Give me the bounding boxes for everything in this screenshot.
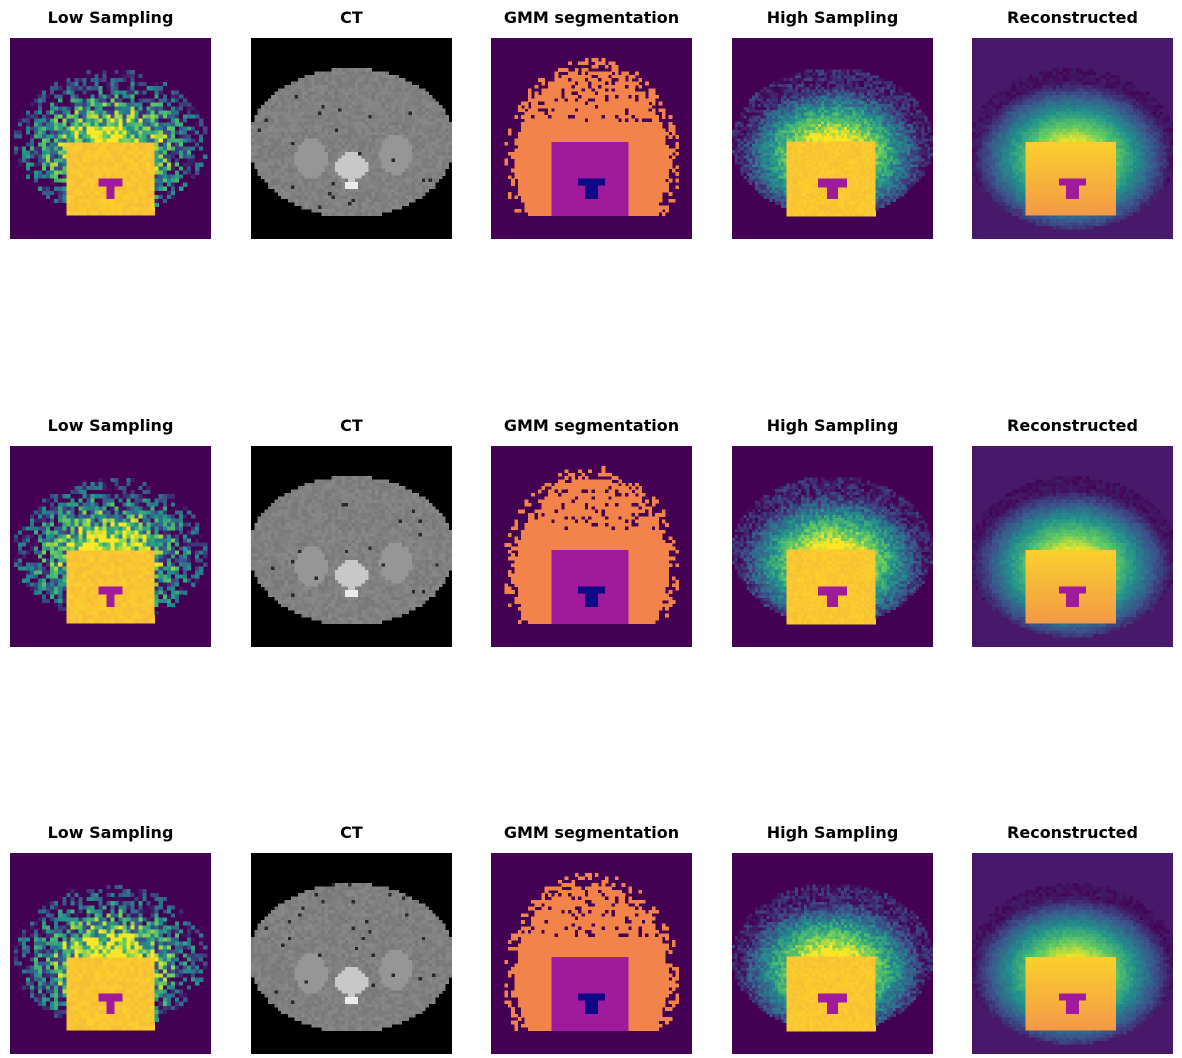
panel-title: GMM segmentation <box>471 6 712 30</box>
panel-title: GMM segmentation <box>471 821 712 845</box>
reconstructed-image <box>972 38 1173 239</box>
panel-title: Reconstructed <box>952 6 1182 30</box>
panel-title: Reconstructed <box>952 821 1182 845</box>
high-sampling-image <box>732 446 933 647</box>
image-canvas <box>251 853 452 1054</box>
reconstructed-image <box>972 446 1173 647</box>
image-canvas <box>972 38 1173 239</box>
panel-title: Low Sampling <box>0 6 231 30</box>
panel-title: CT <box>231 821 472 845</box>
high-sampling-image <box>732 853 933 1054</box>
panel-title: Low Sampling <box>0 821 231 845</box>
image-canvas <box>732 446 933 647</box>
image-canvas <box>491 446 692 647</box>
low-sampling-image <box>10 38 211 239</box>
image-canvas <box>251 38 452 239</box>
panel-title: High Sampling <box>712 414 953 438</box>
image-canvas <box>491 38 692 239</box>
panel-title: CT <box>231 6 472 30</box>
gmm-segmentation-image <box>491 853 692 1054</box>
panel-title: Low Sampling <box>0 414 231 438</box>
low-sampling-image <box>10 853 211 1054</box>
ct-image <box>251 446 452 647</box>
image-canvas <box>972 853 1173 1054</box>
image-canvas <box>972 446 1173 647</box>
ct-image <box>251 853 452 1054</box>
low-sampling-image <box>10 446 211 647</box>
panel-title: High Sampling <box>712 821 953 845</box>
ct-image <box>251 38 452 239</box>
panel-title: High Sampling <box>712 6 953 30</box>
high-sampling-image <box>732 38 933 239</box>
panel-title: Reconstructed <box>952 414 1182 438</box>
image-canvas <box>491 853 692 1054</box>
image-canvas <box>732 38 933 239</box>
gmm-segmentation-image <box>491 446 692 647</box>
image-canvas <box>10 446 211 647</box>
image-canvas <box>732 853 933 1054</box>
image-canvas <box>10 38 211 239</box>
reconstructed-image <box>972 853 1173 1054</box>
panel-title: GMM segmentation <box>471 414 712 438</box>
panel-title: CT <box>231 414 472 438</box>
image-canvas <box>10 853 211 1054</box>
gmm-segmentation-image <box>491 38 692 239</box>
image-canvas <box>251 446 452 647</box>
